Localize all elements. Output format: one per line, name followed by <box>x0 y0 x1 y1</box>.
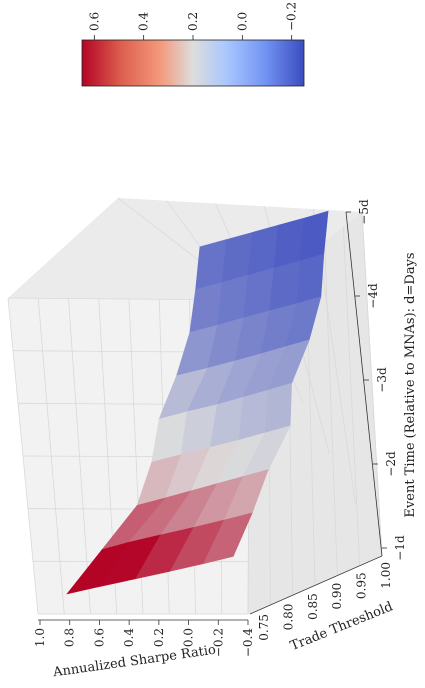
surface-patch <box>66 542 129 595</box>
y-axis-line <box>249 555 383 615</box>
colorbar-tick-label: 0.6 <box>87 12 101 31</box>
surface-patch <box>296 253 325 305</box>
y-ticks: 0.75 0.80 0.85 0.90 0.95 1.00 <box>257 562 393 641</box>
x-tick-label: −5d <box>357 199 371 225</box>
x-tick-label: −4d <box>366 283 380 309</box>
x-ticks: −1d −2d −3d −4d −5d <box>346 199 407 561</box>
z-tick-label: 0.8 <box>63 628 77 647</box>
colorbar-gradient <box>81 39 305 87</box>
surface <box>66 210 329 595</box>
surface-patch <box>195 239 227 291</box>
x-tick-label: −3d <box>375 367 389 393</box>
z-tick-label: 1.0 <box>33 628 47 647</box>
grid-line <box>361 211 383 557</box>
grid-line <box>324 241 338 576</box>
z-tick-label: 0.2 <box>152 628 166 647</box>
y-tick-label: 1.00 <box>379 562 393 589</box>
y-tick-label: 0.85 <box>306 593 320 620</box>
x-tick-label: −1d <box>393 535 407 561</box>
z-tick-label: 0.6 <box>92 628 106 647</box>
colorbar-tick-label: 0.2 <box>186 12 200 31</box>
colorbar-ticks: 0.6 0.4 0.2 0.0 −0.2 <box>87 2 299 40</box>
x-axis-line <box>345 211 383 557</box>
z-ticks: 1.0 0.8 0.6 0.4 0.2 0.0 −0.2 −0.4 <box>33 620 255 657</box>
y-tick-label: 0.80 <box>281 604 295 631</box>
y-tick-label: 0.75 <box>257 614 271 641</box>
y-tick-label: 0.90 <box>330 583 344 610</box>
z-tick-label: 0.0 <box>182 628 196 647</box>
x-axis-label: Event Time (Relative to MNAs): d=Days <box>403 252 418 517</box>
z-tick-label: −0.2 <box>211 628 225 657</box>
x-tick-label: −2d <box>384 451 398 477</box>
colorbar: 0.6 0.4 0.2 0.0 −0.2 <box>81 2 305 87</box>
grid-line <box>342 226 361 566</box>
y-tick-label: 0.95 <box>355 572 369 599</box>
z-axis-label: Annualized Sharpe Ratio <box>51 643 217 681</box>
colorbar-tick-label: −0.2 <box>285 2 299 31</box>
colorbar-tick-label: 0.0 <box>235 12 249 31</box>
z-tick-label: 0.4 <box>122 628 136 647</box>
surface-patch <box>263 382 292 434</box>
x-axis: −1d −2d −3d −4d −5d Event Time (Relative to … <box>345 199 418 561</box>
z-axis: 1.0 0.8 0.6 0.4 0.2 0.0 −0.2 −0.4 Annualized Sh… <box>33 619 255 681</box>
z-tick-label: −0.4 <box>241 628 255 658</box>
colorbar-tick-label: 0.4 <box>137 12 151 31</box>
